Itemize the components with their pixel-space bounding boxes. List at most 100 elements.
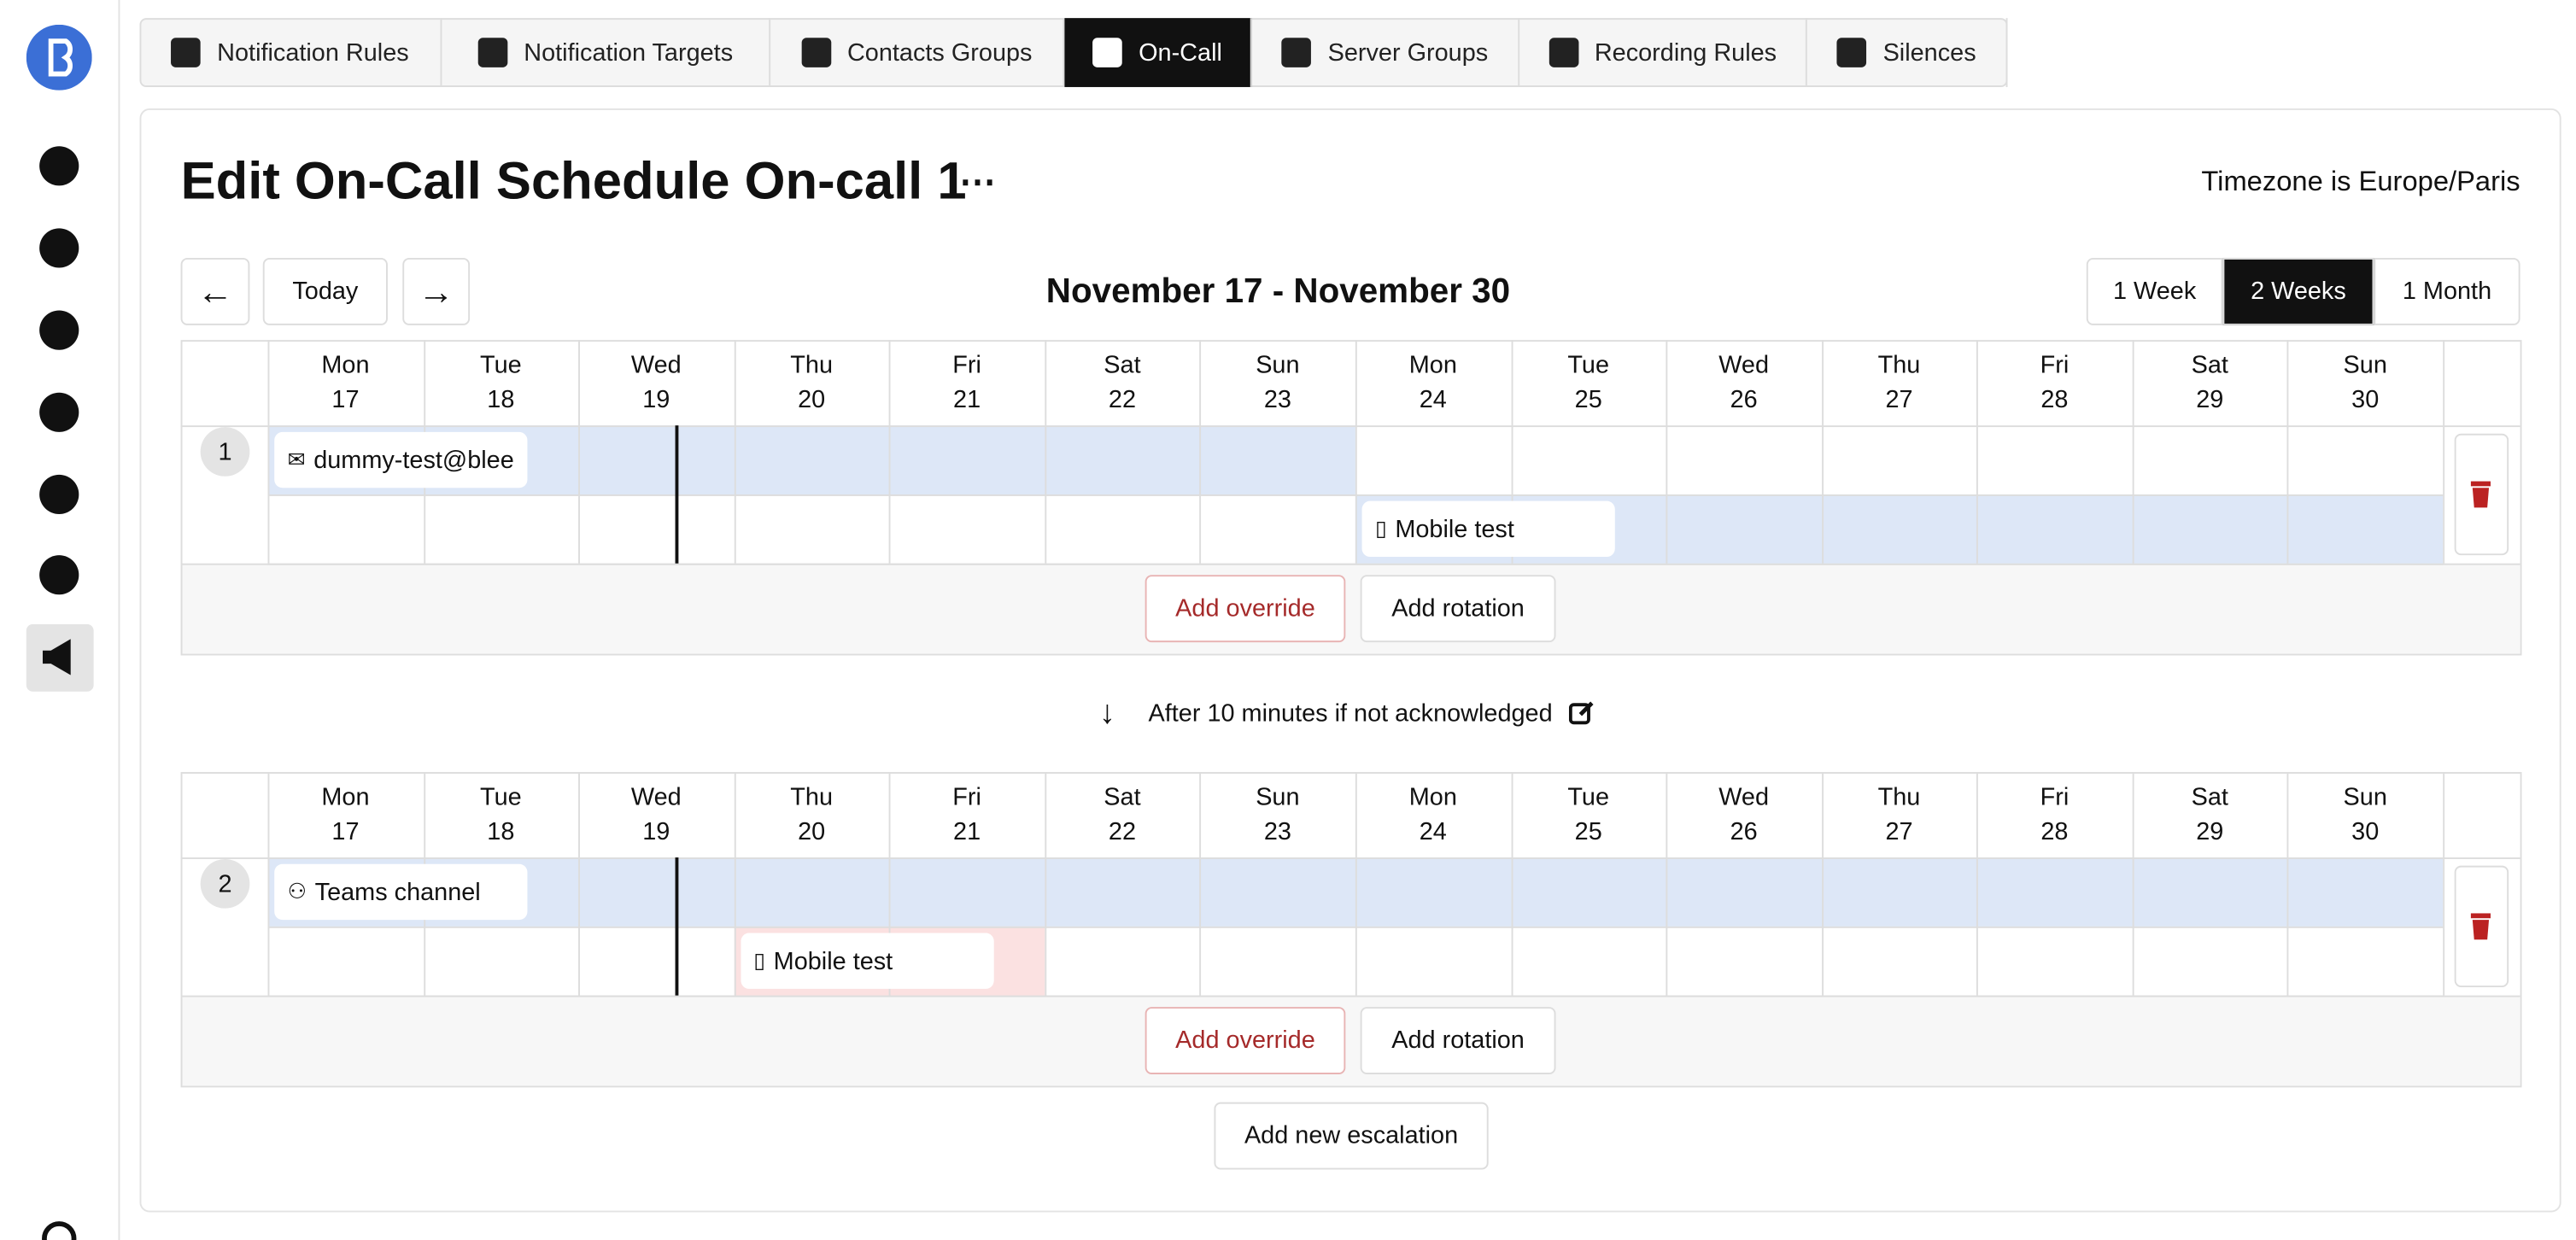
day-name: Fri — [2040, 783, 2070, 812]
action-button[interactable]: Add rotation — [1360, 1007, 1556, 1074]
sidebar-icon — [43, 639, 71, 676]
page-title: Edit On-Call Schedule On-call 1 — [180, 150, 967, 211]
grid-line — [1199, 340, 1202, 564]
shift-chip[interactable]: ▯ Mobile test — [740, 933, 994, 989]
tab[interactable]: Notification Rules — [139, 18, 442, 87]
view-button[interactable]: 1 Week — [2086, 257, 2223, 325]
tab-icon — [477, 38, 508, 67]
edit-icon[interactable] — [1568, 699, 1595, 726]
sidebar-icon — [39, 146, 79, 186]
day-name: Fri — [2040, 351, 2070, 380]
grid-line — [267, 772, 270, 996]
shift-band — [267, 857, 2444, 927]
escalation-delay: After 10 minutes if not acknowledged — [1148, 699, 1553, 728]
escalation-delay-arrow: ↓ — [1098, 694, 1116, 731]
tab-label: Notification Rules — [217, 38, 409, 67]
day-number: 25 — [1574, 386, 1602, 414]
grid-line — [1045, 772, 1046, 996]
day-name: Fri — [952, 351, 981, 380]
day-name: Thu — [790, 351, 834, 380]
day-name: Sun — [1256, 351, 1300, 380]
day-number: 17 — [331, 817, 360, 846]
sidebar-icon — [39, 392, 79, 432]
day-number: 20 — [798, 817, 826, 846]
more-button[interactable]: ⋯ — [959, 161, 998, 202]
grid-line — [2287, 340, 2290, 564]
view-button[interactable]: 1 Month — [2374, 257, 2520, 325]
grid-line — [1355, 772, 1357, 996]
now-line — [675, 857, 679, 996]
day-number: 17 — [331, 386, 360, 414]
grid-line — [267, 494, 2444, 496]
now-line — [675, 425, 679, 564]
day-number: 30 — [2351, 386, 2380, 414]
grid-line — [180, 425, 268, 428]
grid-line — [889, 772, 892, 996]
day-number: 24 — [1419, 817, 1447, 846]
day-name: Mon — [321, 783, 370, 812]
prev-button[interactable]: ← — [180, 257, 250, 325]
tab[interactable]: On-Call — [1064, 18, 1252, 87]
day-number: 24 — [1419, 386, 1447, 414]
day-number: 27 — [1885, 817, 1913, 846]
tab-label: On-Call — [1139, 38, 1222, 67]
add-escalation-button[interactable]: Add new escalation — [1214, 1102, 1489, 1170]
action-button[interactable]: Add override — [1145, 1007, 1346, 1074]
action-button[interactable]: Add rotation — [1360, 575, 1556, 643]
day-number: 21 — [953, 386, 981, 414]
grid-line — [1510, 772, 1513, 996]
shift-icon: ▯ — [753, 947, 766, 973]
tab[interactable]: Server Groups — [1252, 18, 1520, 87]
day-number: 28 — [2040, 817, 2069, 846]
shift-label: Teams channel — [314, 878, 481, 906]
day-number: 26 — [1730, 386, 1758, 414]
grid-line — [2132, 340, 2134, 564]
escalation-grid — [180, 340, 2522, 656]
day-number: 18 — [487, 817, 515, 846]
day-name: Wed — [630, 783, 682, 812]
day-name: Wed — [630, 351, 682, 380]
shift-chip[interactable]: ✉ dummy-test@blee — [274, 431, 528, 488]
tab-icon — [1548, 38, 1578, 67]
day-number: 20 — [798, 386, 826, 414]
grid-line — [267, 425, 2444, 428]
day-name: Tue — [480, 351, 522, 380]
shift-chip[interactable]: ▯ Mobile test — [1361, 500, 1615, 558]
grid-line — [2443, 772, 2445, 996]
action-button[interactable]: Add override — [1145, 575, 1346, 643]
day-number: 29 — [2196, 817, 2224, 846]
view-button[interactable]: 2 Weeks — [2222, 257, 2374, 325]
day-name: Sun — [1256, 783, 1300, 812]
date-range: November 17 - November 30 — [1045, 272, 1511, 311]
next-button[interactable]: → — [402, 257, 471, 325]
grid-line — [1510, 340, 1513, 564]
grid-line — [1976, 340, 1979, 564]
tab[interactable]: Contacts Groups — [770, 18, 1065, 87]
level-badge: 1 — [200, 427, 250, 477]
day-name: Mon — [321, 351, 370, 380]
user-icon[interactable] — [36, 1219, 85, 1240]
tab[interactable]: Notification Targets — [442, 18, 771, 87]
day-name: Thu — [1877, 351, 1921, 380]
day-number: 25 — [1574, 817, 1602, 846]
grid-line — [1821, 340, 1824, 564]
day-name: Mon — [1408, 783, 1457, 812]
day-name: Sat — [1104, 783, 1141, 812]
shift-icon: ▯ — [1374, 515, 1387, 541]
tab[interactable]: Silences — [1807, 18, 2008, 87]
day-name: Sun — [2343, 351, 2387, 380]
trash-icon — [2470, 481, 2491, 508]
day-name: Tue — [480, 783, 522, 812]
grid-line — [2287, 772, 2290, 996]
shift-chip[interactable]: ⚇ Teams channel — [274, 863, 528, 921]
grid-line — [2132, 772, 2134, 996]
grid-line — [578, 340, 581, 564]
grid-line — [1976, 772, 1979, 996]
grid-line — [889, 340, 892, 564]
timezone: Timezone is Europe/Paris — [2201, 166, 2520, 197]
tab-label: Contacts Groups — [846, 38, 1033, 67]
tab-icon — [1836, 38, 1867, 67]
tab[interactable]: Recording Rules — [1519, 18, 1807, 87]
today-button[interactable]: Today — [262, 257, 388, 325]
day-number: 19 — [642, 386, 670, 414]
